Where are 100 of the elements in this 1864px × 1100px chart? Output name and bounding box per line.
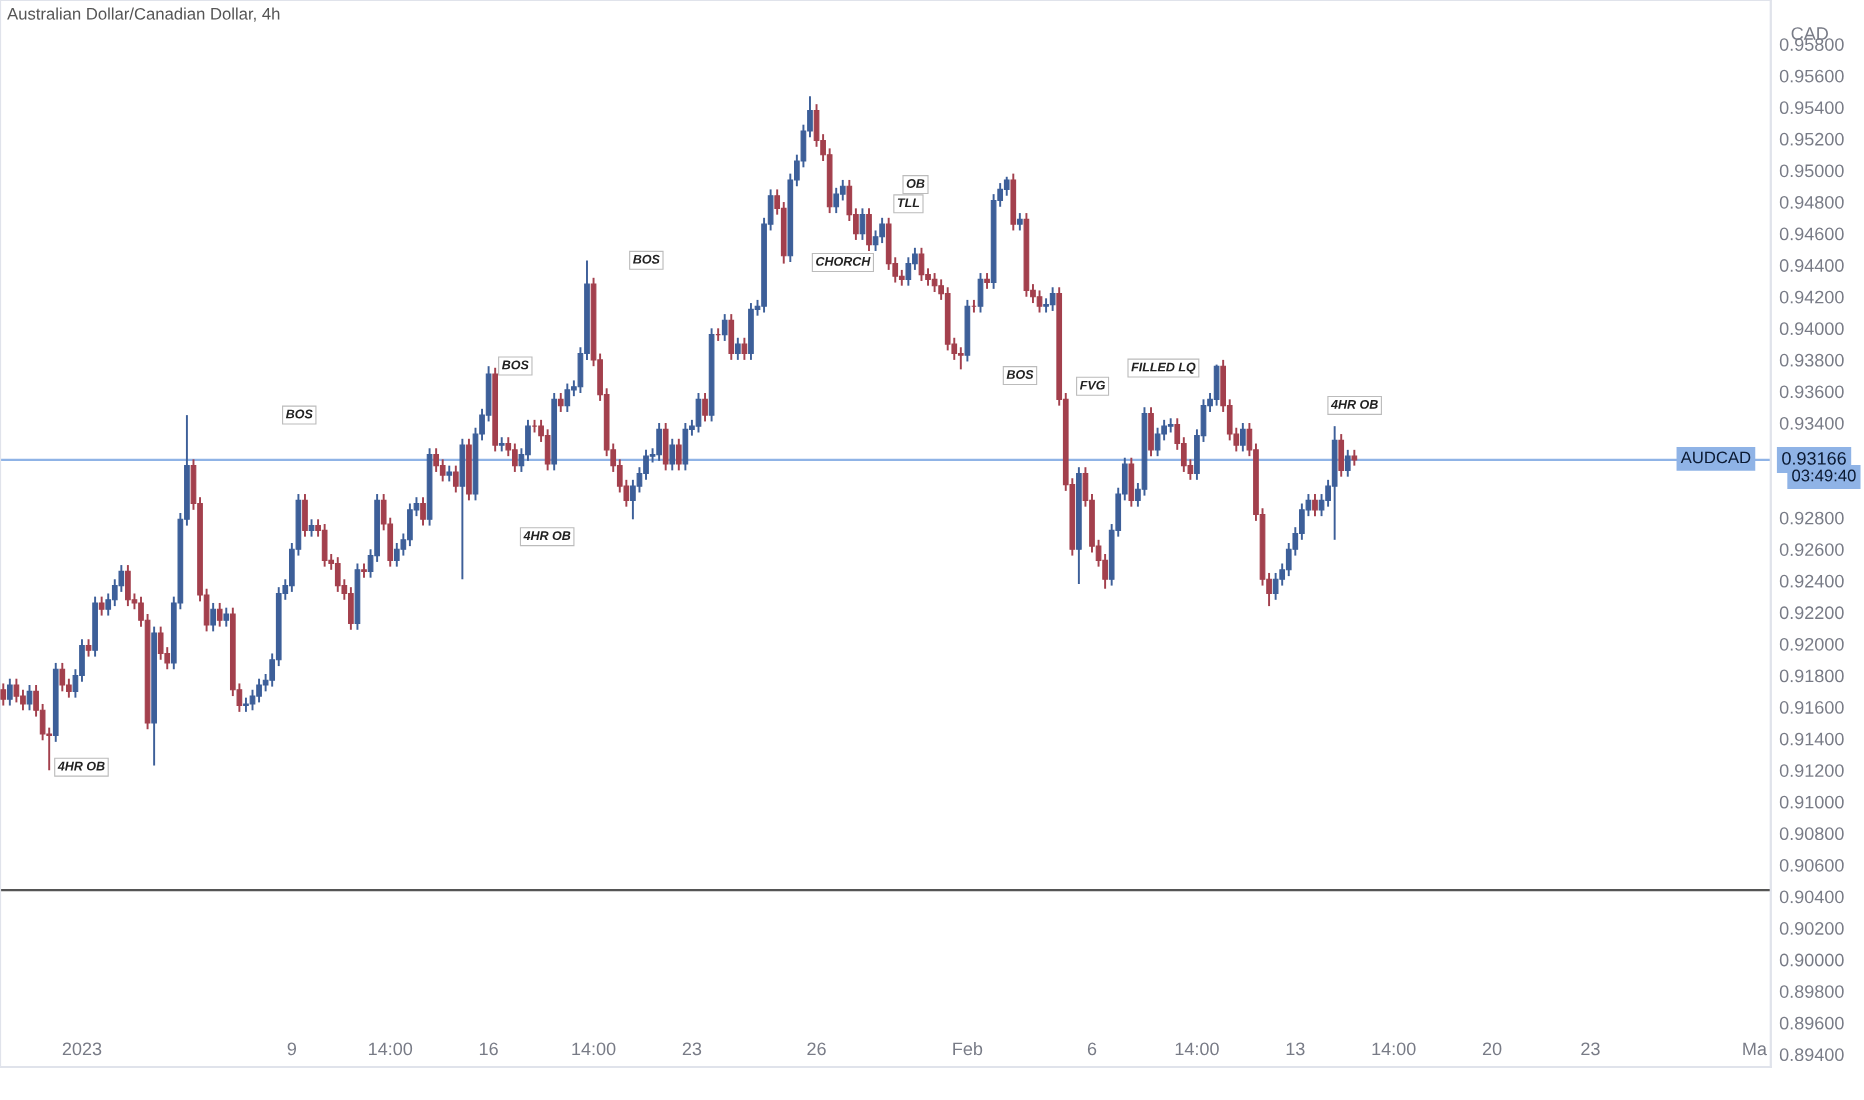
candlestick [682, 422, 689, 472]
candlestick [905, 256, 912, 287]
y-tick-label: 0.93600 [1779, 385, 1844, 399]
candlestick [1049, 286, 1056, 312]
y-tick-label: 0.89800 [1779, 985, 1844, 998]
candlestick [1331, 425, 1338, 541]
candlestick [564, 382, 571, 413]
x-tick-label: 16 [479, 1042, 498, 1056]
y-tick-label: 0.91000 [1779, 795, 1844, 809]
y-tick-label: 0.93800 [1779, 353, 1844, 367]
y-tick-label: 0.89400 [1779, 1048, 1844, 1062]
candlestick [511, 442, 518, 473]
annotation: AUDCAD [1680, 451, 1751, 464]
y-tick-label: 0.91800 [1779, 669, 1844, 683]
x-tick-label: 14:00 [1372, 1042, 1416, 1056]
candlestick [98, 595, 105, 617]
candlestick [675, 437, 682, 472]
x-tick-label: 26 [807, 1042, 826, 1056]
candlestick [433, 447, 439, 473]
y-tick-label: 0.94200 [1779, 290, 1844, 304]
y-tick-label: 0.92400 [1779, 574, 1844, 588]
y-tick-label: 0.91400 [1779, 732, 1844, 746]
candlestick [459, 437, 466, 581]
x-tick-label: Feb [953, 1042, 983, 1056]
y-axis-title: CAD [1791, 27, 1828, 40]
candlestick [931, 272, 938, 293]
candlestick [26, 684, 33, 712]
y-tick-label: 0.91200 [1779, 764, 1844, 777]
candlestick [728, 313, 735, 361]
candlestick [302, 493, 308, 538]
y-tick-label: 0.94800 [1779, 195, 1844, 209]
candlestick [866, 207, 872, 252]
text: 03:49:40 [1792, 469, 1856, 482]
candlestick [1128, 456, 1135, 508]
y-tick-label: 0.94000 [1779, 322, 1844, 336]
candlestick [452, 464, 459, 494]
candlestick [918, 246, 925, 282]
candlestick [1312, 493, 1318, 518]
y-tick-label: 0.89600 [1779, 1016, 1844, 1030]
y-tick-label: 0.90000 [1779, 953, 1844, 967]
candlestick [748, 302, 754, 361]
y-tick-label: 0.95600 [1779, 69, 1844, 83]
x-tick-label: 20 [1482, 1042, 1502, 1056]
candlestick [125, 564, 131, 608]
candlestick [859, 207, 866, 241]
x-tick-label: 13 [1286, 1042, 1305, 1056]
candlestick [656, 422, 662, 462]
y-tick-label: 0.93400 [1779, 416, 1844, 430]
x-tick-label: 9 [287, 1042, 297, 1056]
candlestick [702, 392, 708, 423]
candlestick [256, 677, 262, 704]
candlestick [334, 556, 341, 593]
candlestick [216, 601, 223, 628]
candlestick [721, 313, 728, 342]
y-tick-label: 0.90200 [1779, 922, 1844, 935]
y-tick-label: 0.90600 [1779, 858, 1844, 872]
candlestick [734, 336, 741, 361]
y-tick-label: 0.94400 [1779, 259, 1844, 272]
candlestick [420, 496, 426, 527]
y-tick-label: 0.92200 [1779, 606, 1844, 620]
candlestick [407, 502, 413, 548]
x-tick-label: 6 [1087, 1042, 1097, 1056]
chart-title: Australian Dollar/Canadian Dollar, 4h [7, 7, 280, 22]
y-tick-label: 0.90400 [1779, 890, 1844, 904]
candlestick [321, 523, 328, 568]
candlestick [957, 346, 964, 371]
x-tick-label: 14:00 [369, 1042, 413, 1056]
y-tick-label: 0.95400 [1779, 101, 1844, 115]
candlestick [92, 595, 98, 658]
candlestick [210, 601, 217, 633]
candlestick [1272, 571, 1279, 601]
x-tick-label: 14:00 [572, 1042, 616, 1056]
candlestick [393, 542, 400, 568]
candlestick [1154, 426, 1161, 458]
y-tick-label: 0.95000 [1779, 164, 1844, 178]
x-tick-label: 2023 [62, 1042, 102, 1056]
y-tick-label: 0.92600 [1779, 543, 1844, 556]
candlestick [0, 682, 7, 707]
candlestick [833, 186, 840, 215]
y-tick-label: 0.95200 [1779, 132, 1844, 146]
y-tick-label: 0.90800 [1779, 827, 1844, 841]
candlestick [157, 625, 164, 661]
candlestick [1239, 422, 1246, 453]
candlestick [6, 677, 13, 707]
candlestick [669, 437, 676, 472]
y-tick-label: 0.91600 [1779, 701, 1844, 714]
x-tick-label: 23 [1581, 1042, 1600, 1056]
y-tick-label: 0.92000 [1779, 637, 1844, 651]
candlestick [1344, 448, 1351, 478]
candlestick [557, 392, 564, 413]
y-tick-label: 0.95800 [1779, 38, 1844, 51]
candlestick [348, 586, 354, 631]
candlestick [544, 428, 551, 472]
candlestick [662, 422, 669, 472]
y-tick-label: 0.94600 [1779, 227, 1844, 241]
x-tick-label: 23 [682, 1042, 702, 1056]
candlestick [13, 677, 20, 704]
y-tick-label: 0.92800 [1779, 511, 1844, 525]
x-tick-label: 14:00 [1175, 1042, 1219, 1056]
candlestick [1213, 363, 1220, 407]
